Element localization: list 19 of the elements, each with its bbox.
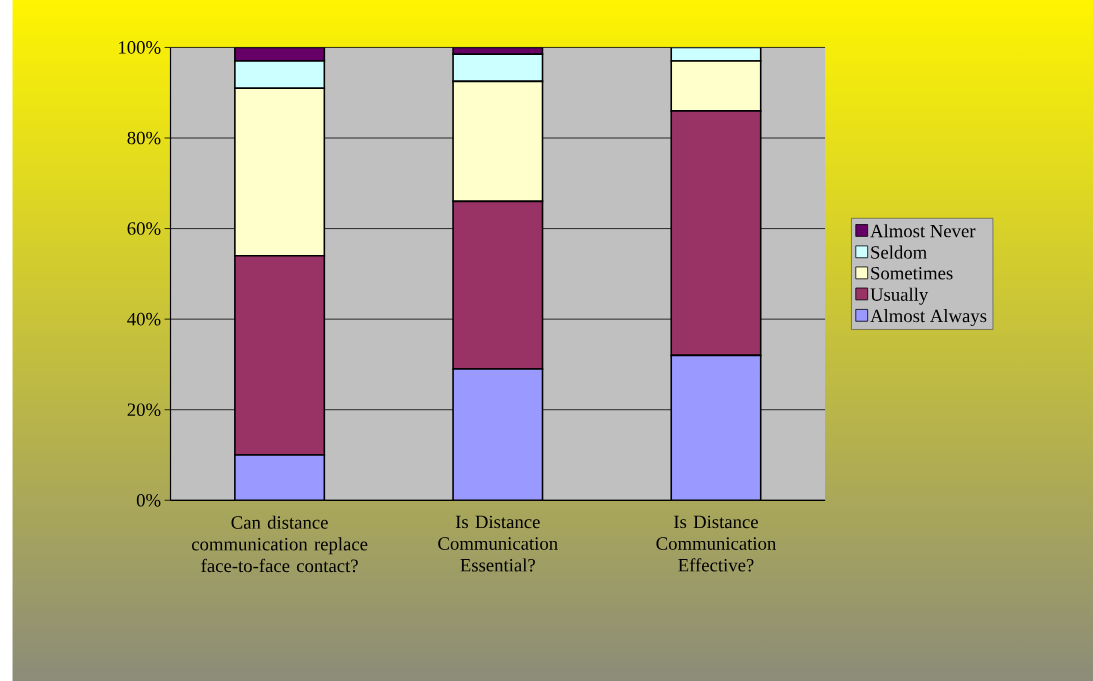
legend-label: Almost Never xyxy=(870,224,976,238)
legend-label: Usually xyxy=(870,287,929,305)
y-tick-label: 80% xyxy=(127,131,161,145)
y-tick-label: 40% xyxy=(127,312,161,326)
x-tick-label: Is Distance Communication Essential? xyxy=(438,515,558,572)
x-tick-label: Is Distance Communication Effective? xyxy=(656,515,777,572)
bar xyxy=(234,60,326,89)
y-tick-label: 20% xyxy=(127,403,161,416)
bar xyxy=(670,354,762,501)
x-tick-label: Can distance communication replace face-to-face contact? xyxy=(191,515,368,573)
legend-label: Sometimes xyxy=(871,266,953,280)
bar xyxy=(234,454,326,501)
legend-label: Almost Always xyxy=(870,308,987,326)
bar xyxy=(452,368,544,501)
legend-label: Seldom xyxy=(871,245,927,259)
y-tick-label: 60% xyxy=(127,222,161,235)
bar xyxy=(452,53,544,83)
y-tick-label: 100% xyxy=(119,41,161,54)
y-tick-label: 0% xyxy=(136,493,161,507)
